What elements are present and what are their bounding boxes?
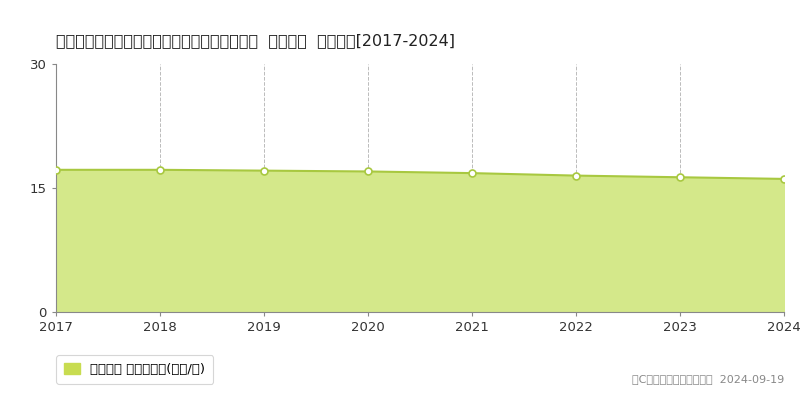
Text: 静岡県静岡市清水区草ヶ谷字足高２９９番７外  基準地価  地価推移[2017-2024]: 静岡県静岡市清水区草ヶ谷字足高２９９番７外 基準地価 地価推移[2017-202… [56, 33, 455, 48]
Legend: 基準地価 平均坪単価(万円/坪): 基準地価 平均坪単価(万円/坪) [56, 355, 214, 384]
Text: （C）土地価格ドットコム  2024-09-19: （C）土地価格ドットコム 2024-09-19 [632, 374, 784, 384]
